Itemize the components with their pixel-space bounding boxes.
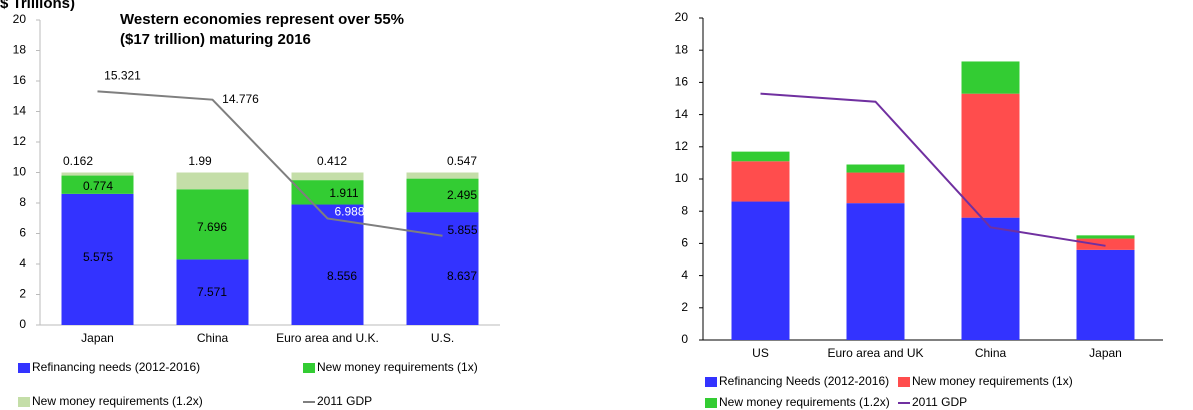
x-tick-label: Euro area and U.K. bbox=[276, 331, 379, 345]
data-label: 6.988 bbox=[334, 205, 364, 219]
legend-label: New money requirements (1x) bbox=[317, 360, 478, 374]
legend-swatch bbox=[18, 363, 30, 373]
bar bbox=[291, 204, 364, 325]
x-tick-label: China bbox=[197, 331, 229, 345]
bar bbox=[176, 189, 249, 260]
y-tick-label: 10 bbox=[13, 165, 27, 179]
x-tick-label: Japan bbox=[1089, 346, 1122, 360]
annotation: 7.696 bbox=[197, 220, 227, 234]
bar bbox=[291, 172, 364, 181]
y-tick-label: 0 bbox=[19, 317, 26, 331]
data-label: 15.321 bbox=[104, 69, 141, 83]
bar bbox=[961, 217, 1020, 340]
bar bbox=[1076, 249, 1135, 340]
y-tick-label: 12 bbox=[13, 134, 27, 148]
bar bbox=[61, 175, 134, 194]
chart-subtitle: ($17 trillion) maturing 2016 bbox=[120, 31, 311, 48]
bar bbox=[731, 151, 790, 162]
x-tick-label: U.S. bbox=[431, 331, 454, 345]
legend-label: 2011 GDP bbox=[912, 395, 967, 409]
annotation: 5.575 bbox=[83, 250, 113, 264]
y-axis-label: $ Trillions) bbox=[0, 0, 75, 12]
y-tick-label: 6 bbox=[681, 236, 688, 250]
x-tick-label: China bbox=[975, 346, 1007, 360]
bar bbox=[961, 93, 1020, 218]
y-tick-label: 20 bbox=[13, 12, 27, 26]
legend-label: New money requirements (1x) bbox=[912, 374, 1073, 388]
annotation: 0.412 bbox=[317, 154, 347, 168]
bar bbox=[731, 161, 790, 202]
y-tick-label: 2 bbox=[681, 300, 688, 314]
legend-swatch bbox=[303, 363, 315, 373]
y-tick-label: 10 bbox=[675, 171, 689, 185]
annotation: 0.162 bbox=[63, 154, 93, 168]
y-tick-label: 16 bbox=[13, 73, 27, 87]
y-tick-label: 0 bbox=[681, 332, 688, 346]
legend-label: 2011 GDP bbox=[317, 394, 372, 408]
y-tick-label: 2 bbox=[19, 287, 26, 301]
gdp-line bbox=[760, 92, 1106, 247]
x-tick-label: Japan bbox=[81, 331, 114, 345]
annotation: 2.495 bbox=[447, 188, 477, 202]
bar bbox=[1076, 235, 1135, 239]
bar bbox=[846, 172, 905, 204]
annotation: 0.547 bbox=[447, 154, 477, 168]
annotation: 7.571 bbox=[197, 285, 227, 299]
y-tick-label: 14 bbox=[13, 104, 27, 118]
legend-label: Refinancing Needs (2012-2016) bbox=[719, 374, 889, 388]
legend-swatch bbox=[898, 377, 910, 387]
bar bbox=[61, 172, 134, 176]
y-tick-label: 12 bbox=[675, 139, 689, 153]
annotation: 8.637 bbox=[447, 269, 477, 283]
annotation: 1.911 bbox=[329, 186, 358, 200]
data-label: 14.776 bbox=[222, 92, 259, 106]
y-tick-label: 6 bbox=[19, 226, 26, 240]
y-tick-label: 8 bbox=[681, 203, 688, 217]
bar bbox=[61, 193, 134, 325]
bar bbox=[731, 201, 790, 340]
legend-swatch bbox=[705, 377, 717, 387]
annotation: 0.774 bbox=[83, 179, 113, 193]
legend-swatch bbox=[705, 398, 717, 408]
bar bbox=[176, 172, 249, 190]
x-tick-label: US bbox=[752, 346, 769, 360]
bar bbox=[406, 178, 479, 213]
y-tick-label: 18 bbox=[675, 42, 689, 56]
legend-label: New money requirements (1.2x) bbox=[719, 395, 890, 409]
bar bbox=[961, 61, 1020, 94]
y-tick-label: 8 bbox=[19, 195, 26, 209]
bar bbox=[846, 203, 905, 340]
y-tick-label: 18 bbox=[13, 43, 27, 57]
legend-swatch bbox=[18, 397, 30, 407]
bar bbox=[846, 164, 905, 173]
bar bbox=[1076, 238, 1135, 250]
y-tick-label: 4 bbox=[681, 268, 688, 282]
gdp-line bbox=[97, 90, 443, 237]
y-tick-label: 14 bbox=[675, 107, 689, 121]
y-tick-label: 20 bbox=[675, 10, 689, 24]
data-label: 5.855 bbox=[447, 223, 477, 237]
bar bbox=[406, 212, 479, 325]
bar bbox=[406, 172, 479, 179]
x-tick-label: Euro area and UK bbox=[827, 346, 923, 360]
bar bbox=[176, 259, 249, 325]
legend-label: New money requirements (1.2x) bbox=[32, 394, 203, 408]
y-tick-label: 16 bbox=[675, 75, 689, 89]
annotation: 1.99 bbox=[188, 154, 212, 168]
chart-title: Western economies represent over 55% bbox=[120, 11, 404, 28]
legend-label: Refinancing needs (2012-2016) bbox=[32, 360, 200, 374]
annotation: 8.556 bbox=[327, 269, 357, 283]
y-tick-label: 4 bbox=[19, 256, 26, 270]
